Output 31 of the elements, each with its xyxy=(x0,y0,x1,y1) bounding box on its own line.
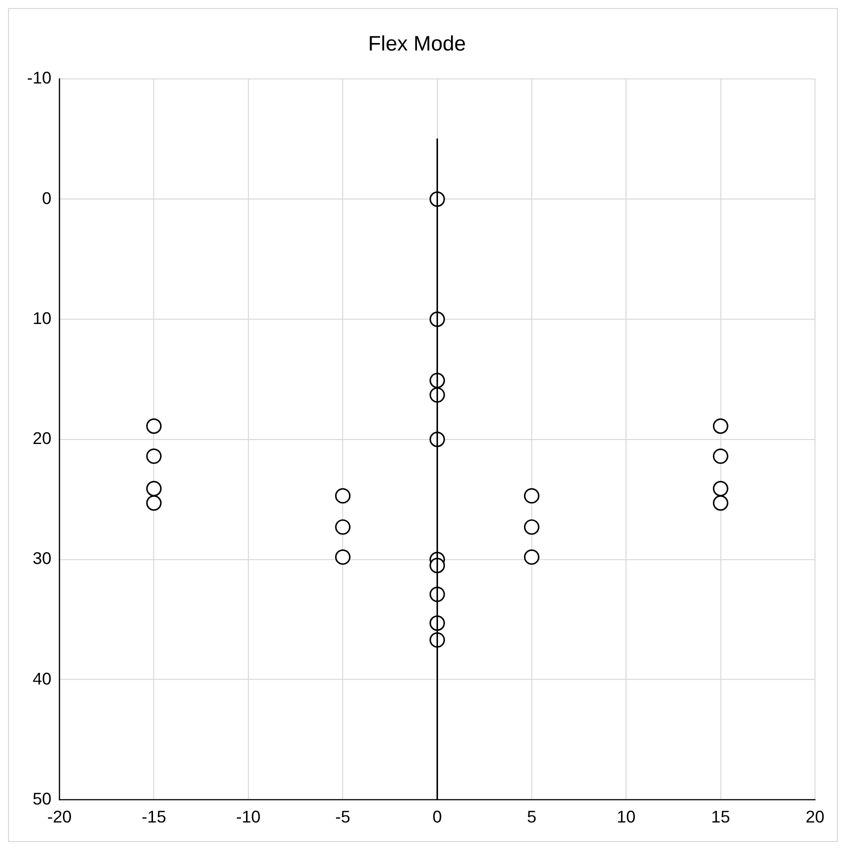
point xyxy=(712,418,728,434)
point xyxy=(335,488,351,504)
y-tick-label: 50 xyxy=(32,789,52,808)
x-tick-label: 0 xyxy=(432,808,442,827)
x-tick-label: -10 xyxy=(236,808,261,827)
y-tick-label: 20 xyxy=(32,429,52,448)
point xyxy=(712,495,728,511)
point xyxy=(524,549,540,565)
point xyxy=(712,448,728,464)
x-tick-label: -20 xyxy=(47,808,72,827)
x-tick-label: 15 xyxy=(711,808,730,827)
x-tick-label: -5 xyxy=(335,808,350,827)
point xyxy=(524,519,540,535)
y-tick-label: -10 xyxy=(26,68,52,88)
y-tick-label: 0 xyxy=(42,188,52,208)
point xyxy=(146,480,162,496)
point xyxy=(335,519,351,535)
y-tick-label: 10 xyxy=(32,308,52,328)
x-tick-label: 10 xyxy=(616,808,636,827)
point xyxy=(712,480,728,496)
x-tick-label: 5 xyxy=(526,808,536,827)
y-tick-label: 40 xyxy=(32,669,52,688)
point xyxy=(146,495,162,511)
point xyxy=(524,488,540,504)
x-tick-label: -15 xyxy=(142,808,166,827)
x-tick-label: 20 xyxy=(806,808,824,827)
point xyxy=(146,448,162,464)
point xyxy=(146,418,162,434)
y-tick-label: 30 xyxy=(32,549,52,568)
point xyxy=(335,549,351,565)
chart-title: Flex Mode xyxy=(368,32,466,56)
